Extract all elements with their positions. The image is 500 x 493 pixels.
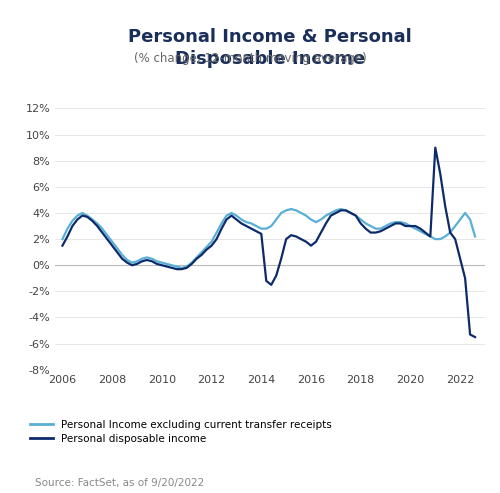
Title: Personal Income & Personal
Disposable Income: Personal Income & Personal Disposable In… (128, 28, 412, 68)
Text: (% change, 12-month moving average): (% change, 12-month moving average) (134, 52, 366, 65)
Text: Source: FactSet, as of 9/20/2022: Source: FactSet, as of 9/20/2022 (35, 478, 204, 488)
Legend: Personal Income excluding current transfer receipts, Personal disposable income: Personal Income excluding current transf… (26, 416, 336, 448)
